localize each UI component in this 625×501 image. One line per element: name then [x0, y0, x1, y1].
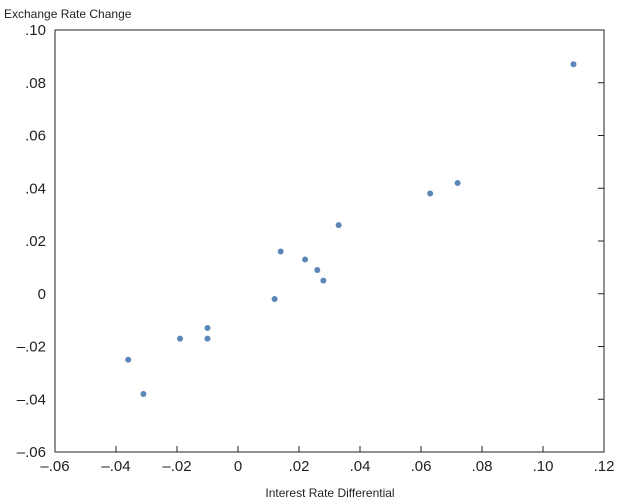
x-tick-label: .06	[411, 458, 432, 475]
x-tick-label: –.06	[40, 458, 69, 475]
data-point	[335, 222, 342, 229]
y-tick-label: .06	[25, 128, 46, 145]
x-tick-label: .10	[533, 458, 554, 475]
y-tick-label: .04	[25, 180, 46, 197]
y-tick-label: .02	[25, 233, 46, 250]
data-point	[177, 335, 184, 342]
x-tick-label: .08	[472, 458, 493, 475]
data-point	[125, 356, 132, 363]
data-point	[320, 277, 327, 284]
x-tick-label: .04	[350, 458, 371, 475]
data-point	[140, 390, 147, 397]
x-tick-label: –.04	[101, 458, 130, 475]
data-point	[271, 296, 278, 303]
axis-ticks	[115, 82, 604, 452]
y-axis-title: Exchange Rate Change	[4, 7, 132, 21]
y-tick-label: –.06	[17, 444, 46, 461]
data-point	[427, 190, 434, 197]
x-tick-label: .12	[594, 458, 615, 475]
data-point	[570, 61, 577, 68]
data-point	[302, 256, 309, 263]
y-tick-label: –.02	[17, 339, 46, 356]
data-point	[204, 335, 211, 342]
y-tick-label: .08	[25, 75, 46, 92]
data-point	[277, 248, 284, 255]
data-points	[125, 61, 577, 397]
y-tick-label: .10	[25, 22, 46, 39]
data-point	[454, 179, 461, 186]
y-tick-label: –.04	[17, 391, 46, 408]
x-axis-title: Interest Rate Differential	[265, 486, 394, 500]
y-tick-label: 0	[38, 286, 46, 303]
x-tick-label: 0	[234, 458, 242, 475]
x-tick-labels: –.06 –.04 –.02 0 .02 .04 .06 .08 .10 .12	[40, 458, 614, 475]
x-tick-label: .02	[289, 458, 310, 475]
x-tick-label: –.02	[162, 458, 191, 475]
plot-frame	[54, 29, 605, 453]
data-point	[204, 325, 211, 332]
y-tick-labels: –.06 –.04 –.02 0 .02 .04 .06 .08 .10	[17, 22, 46, 461]
data-point	[314, 267, 321, 274]
